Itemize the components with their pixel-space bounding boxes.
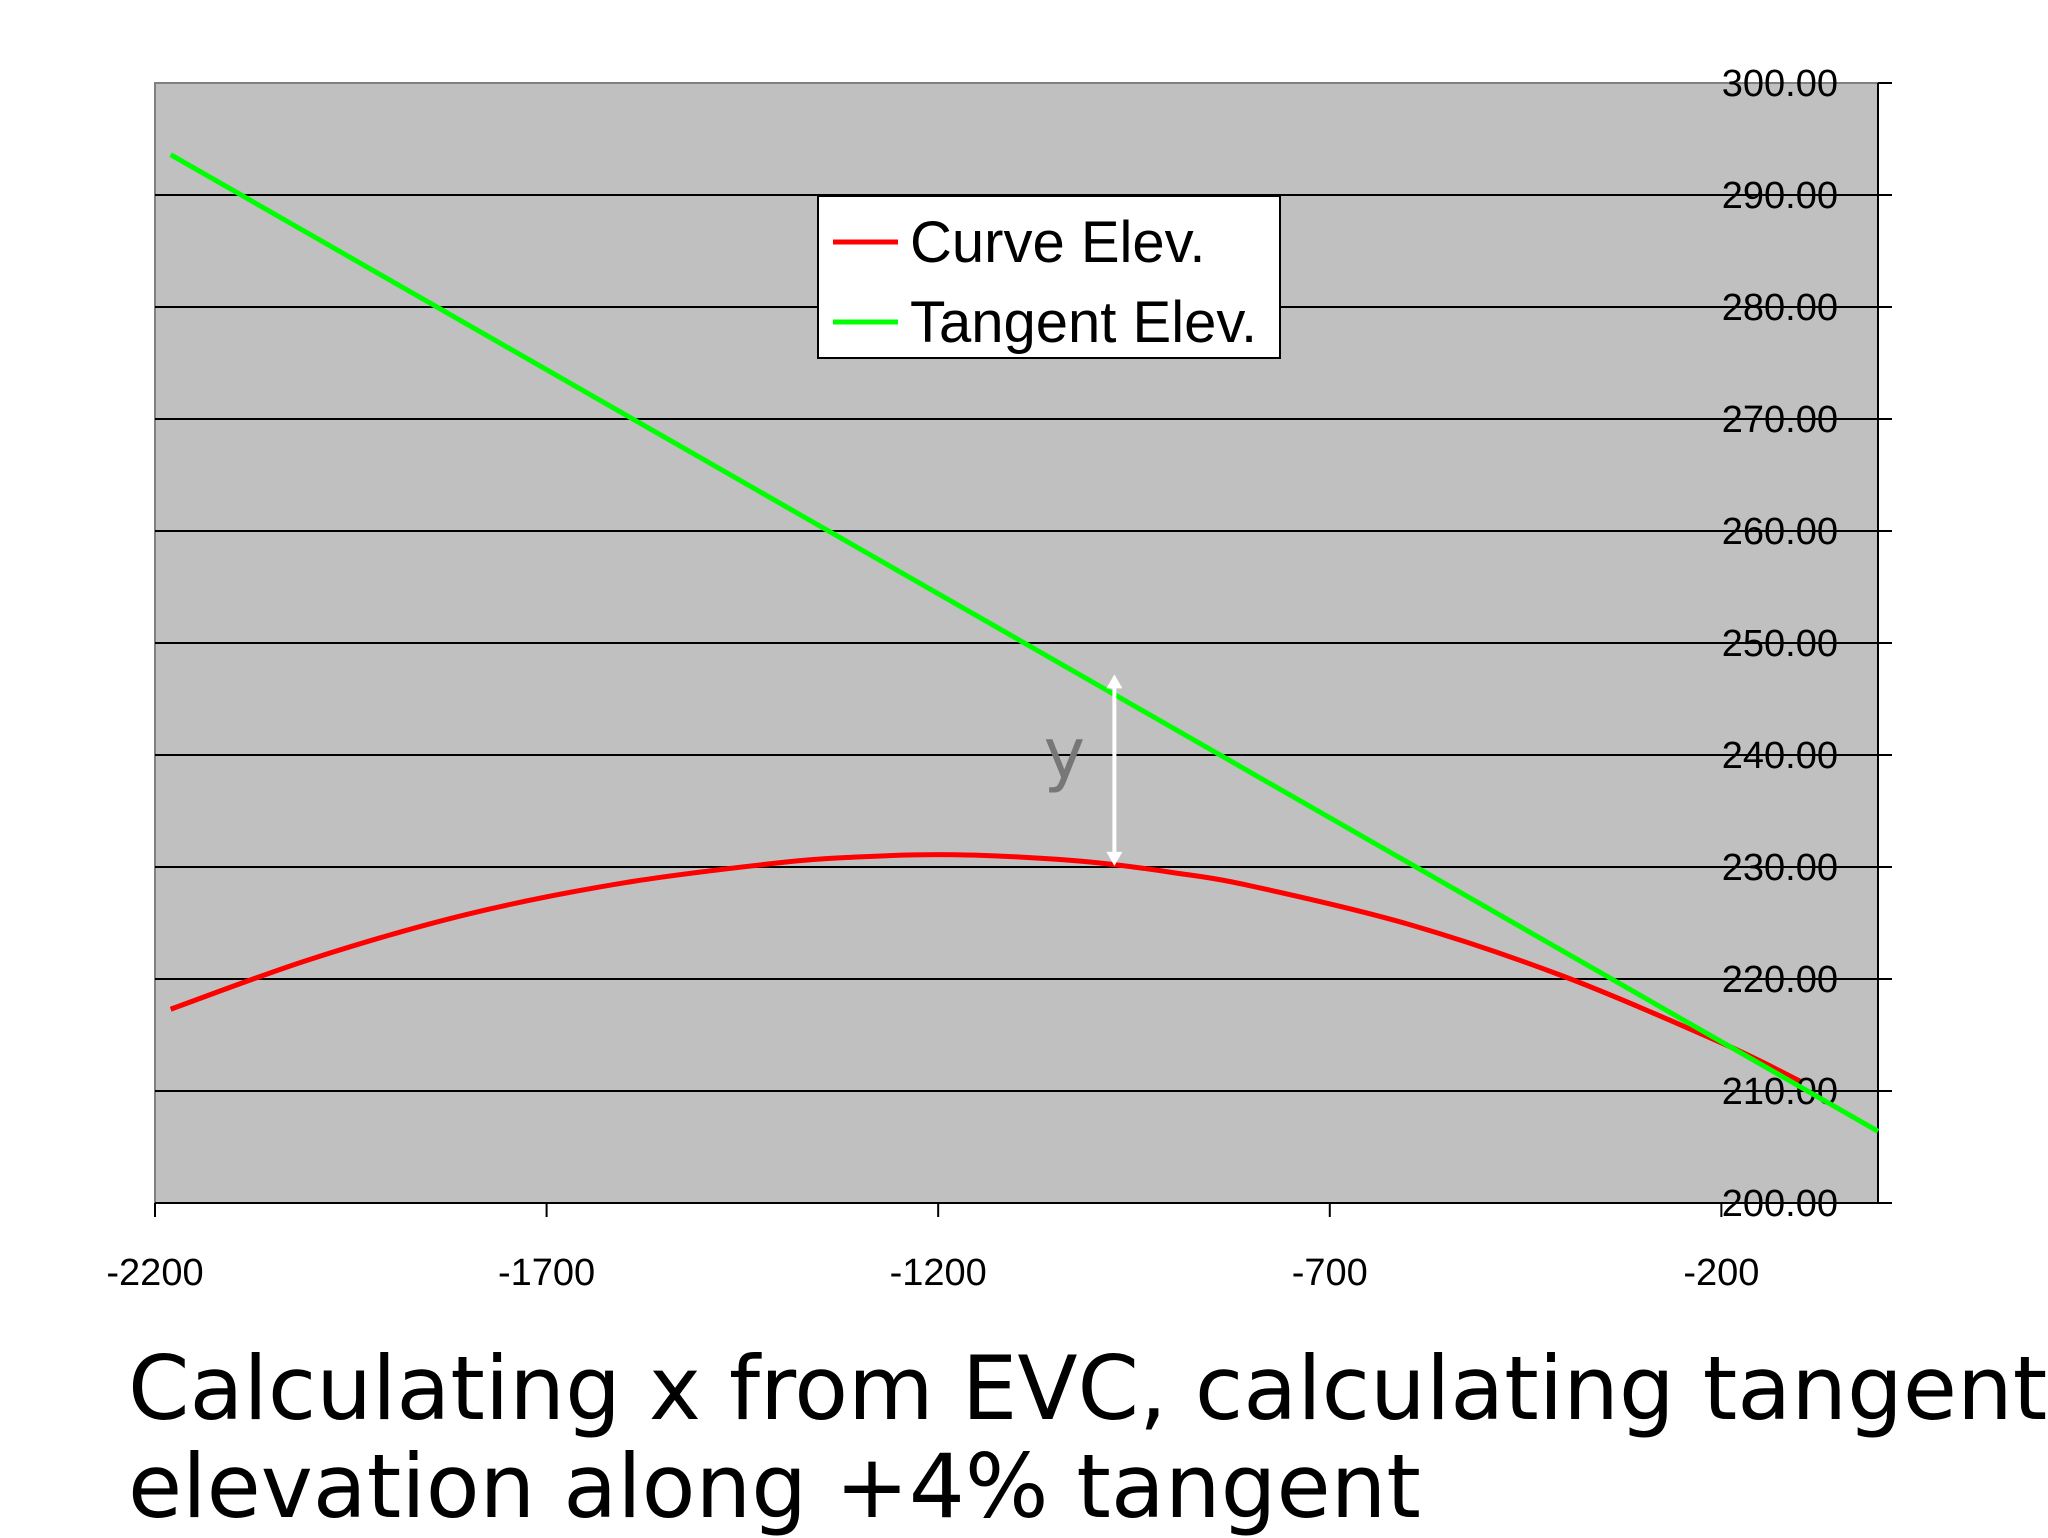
y-tick-label: 280.00 [1722,287,1838,329]
y-tick-label: 220.00 [1722,959,1838,1001]
y-tick-label: 270.00 [1722,399,1838,441]
y-tick-label: 240.00 [1722,735,1838,777]
legend-label-curve: Curve Elev. [910,210,1205,275]
annotation-label-y: y [1044,713,1085,795]
caption-line-1: Calculating x from EVC, calculating tang… [128,1337,2048,1440]
y-axis-tick-labels: 200.00210.00220.00230.00240.00250.00260.… [1722,63,1892,1225]
series-lines [169,152,1880,1134]
caption-line-2: elevation along +4% tangent [128,1435,1421,1538]
x-tick-label: -700 [1292,1252,1368,1294]
legend-box [817,195,1281,359]
vertical-curve-chart: -2200 -1700 -1200 -700 -200 200.00210.00220.… [106,63,1892,1294]
y-tick-label: 200.00 [1722,1183,1838,1225]
x-tick-label: -1200 [890,1252,987,1294]
slide-caption: Calculating x from EVC, calculating tang… [128,1337,2048,1538]
y-tick-label: 250.00 [1722,623,1838,665]
y-tick-label: 230.00 [1722,847,1838,889]
x-tick-label: -1700 [498,1252,595,1294]
series-line-tangent [169,152,1880,1134]
legend: Curve Elev. Tangent Elev. [817,195,1281,359]
x-tick-label: -200 [1683,1252,1759,1294]
annotation-arrowhead-top [1106,674,1123,689]
annotation-arrowhead-bottom [1106,851,1123,866]
legend-label-tangent: Tangent Elev. [910,290,1257,355]
series-line-curve [169,852,1801,1084]
x-tick-label: -2200 [106,1252,203,1294]
x-axis-tick-labels: -2200 -1700 -1200 -700 -200 [106,1203,1759,1294]
y-tick-label: 300.00 [1722,63,1838,105]
y-tick-label: 290.00 [1722,175,1838,217]
y-tick-label: 260.00 [1722,511,1838,553]
annotations: y [1044,674,1123,866]
